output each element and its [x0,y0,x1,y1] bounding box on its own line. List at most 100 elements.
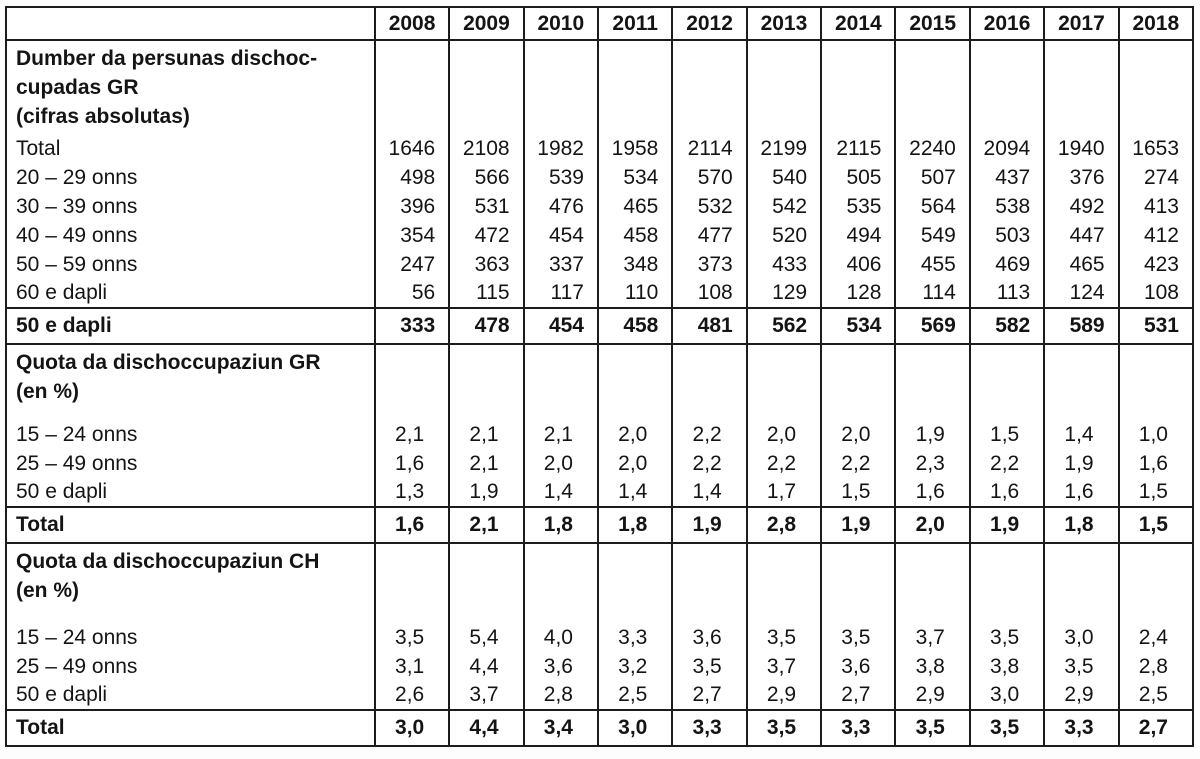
value-cell: 1,8 [1043,506,1119,544]
value-cell: 1,5 [820,478,896,507]
value-cell: 2,2 [671,420,747,449]
value-cell: 113 [968,279,1045,308]
value-cell: 2,1 [448,449,524,478]
data-row: 50 e dapli 1,3 1,9 1,4 1,4 1,4 1,7 1,5 1,6 1,6 1,6… [6,478,1193,507]
value-cell: 4,4 [448,709,524,747]
section-title-line: (cifras absolutas) [16,105,190,128]
value-cell: 476 [522,192,598,221]
value-cell: 535 [820,192,896,221]
value-cell: 534 [596,163,673,192]
value-cell: 3,4 [522,709,598,747]
empty-cell [522,344,598,420]
value-cell: 2,0 [894,506,970,544]
value-cell: 2115 [820,134,896,163]
value-cell: 1,3 [373,478,450,507]
row-label: 20 – 29 onns [16,165,138,189]
value-cell: 337 [522,250,598,279]
value-cell: 2,8 [522,681,598,710]
value-cell: 540 [745,163,822,192]
value-cell: 1940 [1043,134,1119,163]
value-cell: 108 [1117,279,1193,308]
value-cell: 274 [1117,163,1193,192]
year-header-cell-2018: 2018 [1117,7,1193,41]
value-cell: 3,7 [448,681,524,710]
row-label: 25 – 49 onns [16,451,138,475]
year-header-cell-2015: 2015 [894,7,970,41]
year-header-row: 2008 2009 2010 2011 2012 2013 2014 2015 2016 2017… [6,7,1193,41]
row-label: 15 – 24 onns [16,422,138,446]
empty-cell [448,40,524,134]
value-cell: 56 [373,279,450,308]
value-cell: 589 [1043,307,1119,345]
year-header-cell-2017: 2017 [1043,7,1119,41]
value-cell: 1,4 [671,478,747,507]
value-cell: 2,2 [820,449,896,478]
value-cell: 582 [968,307,1045,345]
value-cell: 2,0 [522,449,598,478]
section-title: Dumber da persunas dischoc-cupadas GR (ci… [6,40,375,134]
data-row: 60 e dapli 56 115 117 110 108 129 128 114 113 124 1… [6,279,1193,308]
value-cell: 1,6 [1043,478,1119,507]
value-cell: 1,4 [596,478,673,507]
value-cell: 2,0 [745,420,822,449]
value-cell: 542 [745,192,822,221]
value-cell: 1,9 [1043,449,1119,478]
section-title: Quota da dischoccupaziun GR (en %) [6,344,375,420]
year-header-cell-2013: 2013 [745,7,822,41]
value-cell: 494 [820,221,896,250]
value-cell: 3,8 [894,652,970,681]
value-cell: 5,4 [448,623,524,652]
empty-cell [373,543,450,623]
value-cell: 3,5 [968,709,1045,747]
row-label: 50 e dapli [6,307,375,345]
value-cell: 458 [596,221,673,250]
value-cell: 2,8 [1117,652,1193,681]
empty-cell [448,543,524,623]
value-cell: 2,1 [522,420,598,449]
value-cell: 2,7 [671,681,747,710]
value-cell: 492 [1043,192,1119,221]
value-cell: 114 [894,279,970,308]
value-cell: 2,3 [894,449,970,478]
value-cell: 2,7 [1117,709,1193,747]
value-cell: 3,3 [1043,709,1119,747]
empty-cell [820,40,896,134]
value-cell: 433 [745,250,822,279]
value-cell: 108 [671,279,747,308]
value-cell: 2,8 [745,506,822,544]
data-row: 50 – 59 onns 247 363 337 348 373 433 406 455 469 4… [6,250,1193,279]
value-cell: 481 [671,307,747,345]
value-cell: 2,9 [894,681,970,710]
value-cell: 2,9 [1043,681,1119,710]
row-label: 60 e dapli [16,281,108,304]
value-cell: 3,0 [596,709,673,747]
value-cell: 4,4 [448,652,524,681]
value-cell: 538 [968,192,1045,221]
section-title-row: Quota da dischoccupaziun CH (en %) [6,543,1193,623]
value-cell: 423 [1117,250,1193,279]
row-label: 15 – 24 onns [16,625,138,649]
value-cell: 1,8 [522,506,598,544]
value-cell: 1,6 [373,506,450,544]
value-cell: 1982 [522,134,598,163]
section-title-line: (en %) [16,380,79,403]
value-cell: 562 [745,307,822,345]
value-cell: 3,2 [596,652,673,681]
row-label: 25 – 49 onns [16,654,138,678]
empty-cell [894,40,970,134]
value-cell: 498 [373,163,450,192]
value-cell: 2,7 [820,681,896,710]
empty-cell [522,543,598,623]
value-cell: 1,9 [894,420,970,449]
empty-cell [373,40,450,134]
value-cell: 520 [745,221,822,250]
value-cell: 1,4 [522,478,598,507]
value-cell: 396 [373,192,450,221]
value-cell: 129 [745,279,822,308]
empty-cell [522,40,598,134]
table-header: 2008 2009 2010 2011 2012 2013 2014 2015 2016 2017… [6,7,1193,41]
value-cell: 566 [448,163,524,192]
empty-cell [596,40,673,134]
section-title-line: (en %) [16,579,79,602]
value-cell: 333 [373,307,450,345]
